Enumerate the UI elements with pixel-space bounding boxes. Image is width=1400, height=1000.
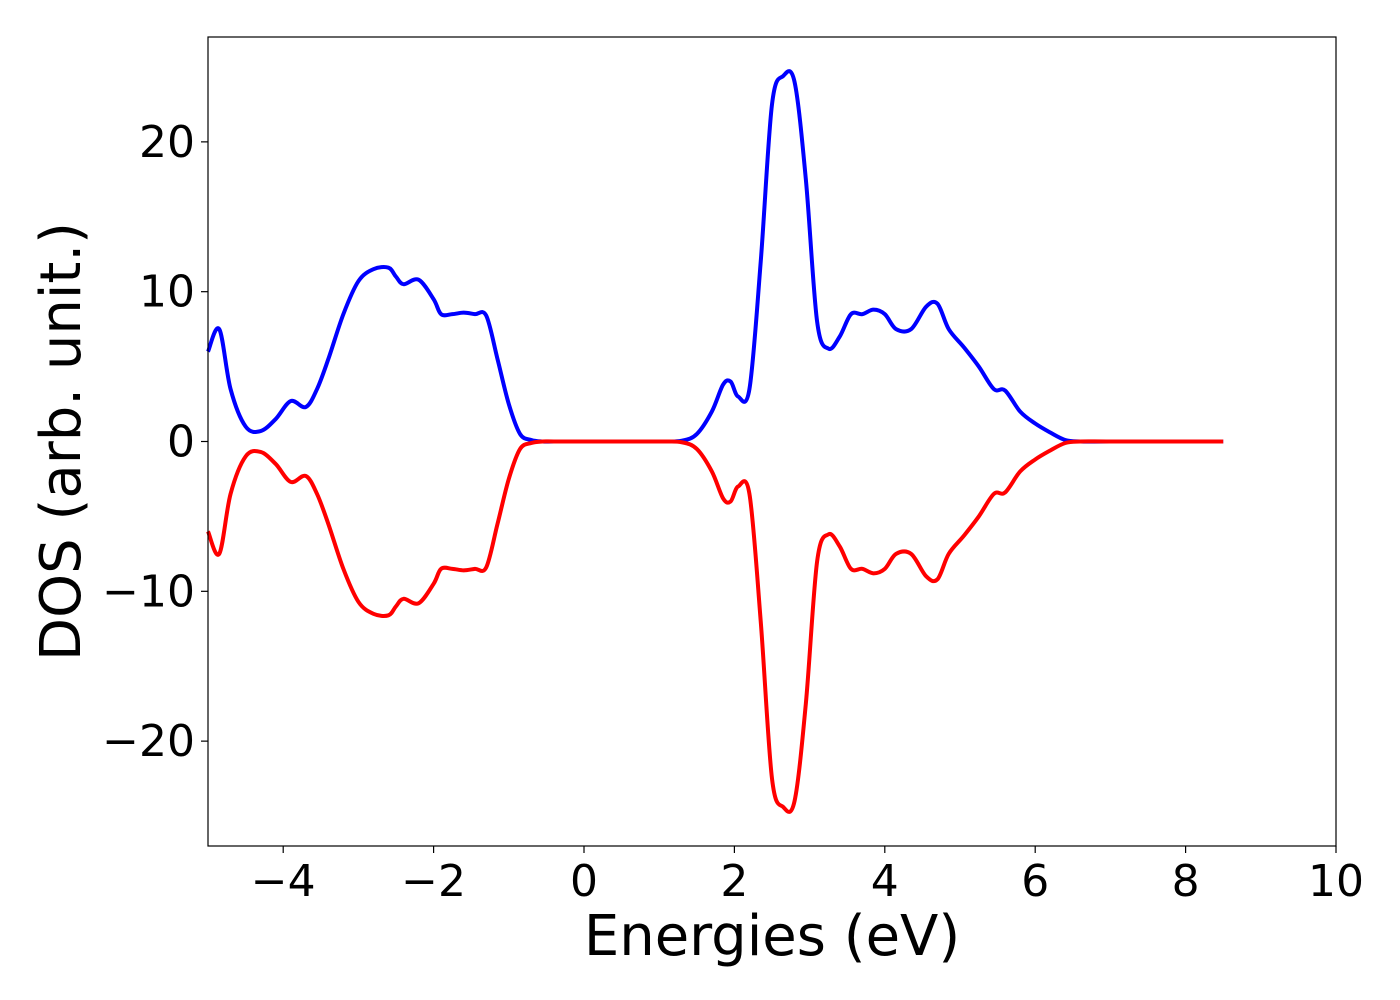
x-tick-label: 4 xyxy=(871,856,899,907)
x-tick-label: −4 xyxy=(251,856,316,907)
y-tick-label: 10 xyxy=(139,267,195,318)
x-tick-label: 8 xyxy=(1172,856,1200,907)
y-tick-label: 20 xyxy=(139,117,195,168)
x-tick-label: 6 xyxy=(1021,856,1049,907)
y-axis-label: DOS (arb. unit.) xyxy=(29,222,94,661)
x-tick-label: −2 xyxy=(401,856,466,907)
x-tick-label: 0 xyxy=(570,856,598,907)
x-tick-label: 10 xyxy=(1308,856,1364,907)
x-axis-label: Energies (eV) xyxy=(584,904,960,969)
spin-down-dos-line xyxy=(206,439,1224,814)
series-layer xyxy=(206,69,1224,814)
y-tick-label: −20 xyxy=(102,716,195,767)
spin-up-dos-line xyxy=(206,69,1224,444)
x-tick-label: 2 xyxy=(720,856,748,907)
y-tick-label: 0 xyxy=(167,417,195,468)
y-tick-label: −10 xyxy=(102,566,195,617)
